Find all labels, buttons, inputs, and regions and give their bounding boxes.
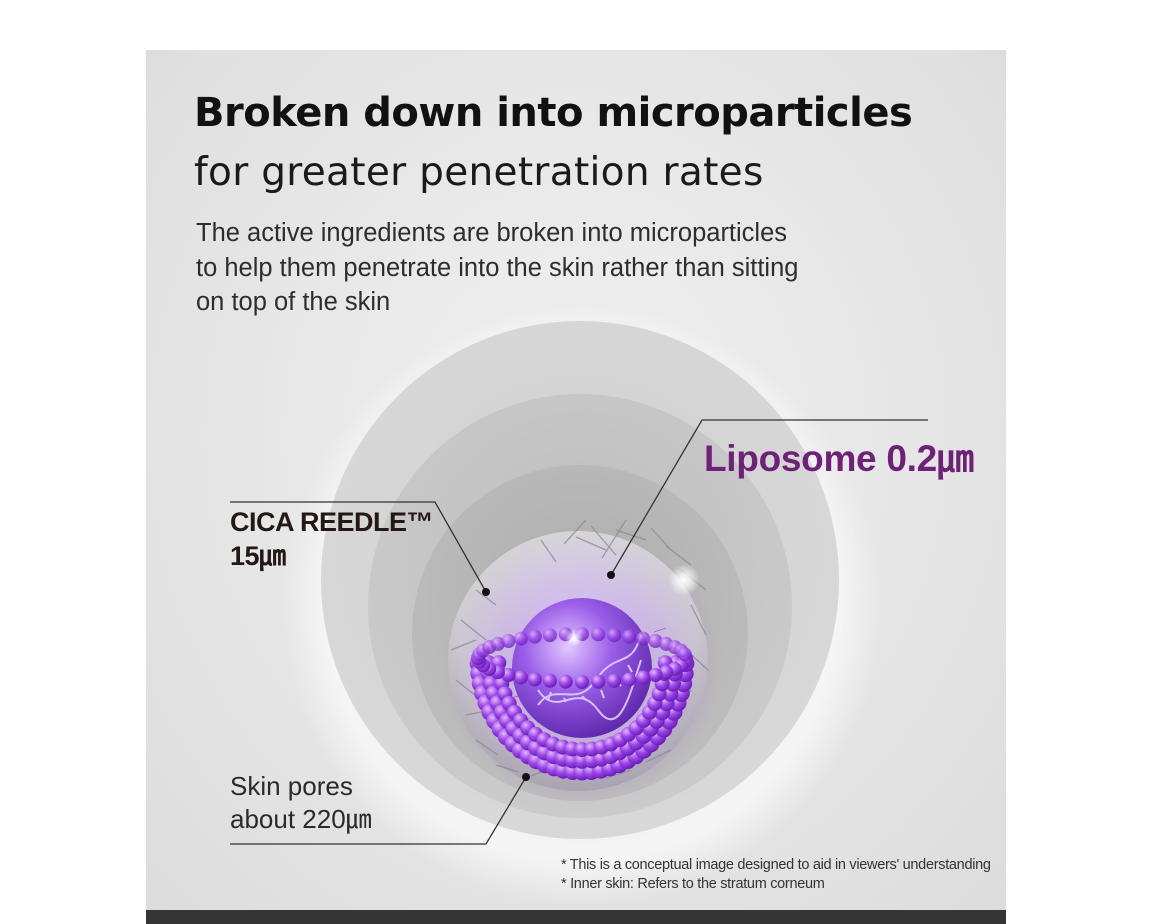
skin-pores-label: Skin pores about 220㎛: [230, 770, 372, 836]
liposome-rim-bead: [677, 647, 692, 662]
liposome-label: Liposome 0.2㎛: [704, 438, 974, 479]
skin-pores-size: about 220㎛: [230, 804, 372, 834]
cica-reedle-name: CICA REEDLE™: [230, 507, 434, 537]
cica-reedle-label: CICA REEDLE™ 15㎛: [230, 505, 434, 573]
liposome-rim-bead: [648, 668, 663, 682]
skin-callout-dot: [522, 773, 530, 781]
liposome-rim-bead: [558, 674, 573, 689]
liposome-rim-bead: [501, 668, 516, 682]
liposome-rim-bead: [622, 672, 637, 687]
liposome-rim-bead: [501, 634, 516, 648]
liposome-rim-bead: [636, 670, 651, 685]
skin-pores-name: Skin pores: [230, 771, 353, 801]
liposome-rim-bead: [622, 629, 637, 644]
infographic-panel: Broken down into microparticles for grea…: [146, 50, 1006, 910]
liposome-rim-bead: [607, 628, 622, 643]
skin-callout-line: [230, 776, 527, 845]
footnote: * This is a conceptual image designed to…: [561, 857, 991, 873]
liposome-rim-bead: [527, 629, 542, 644]
liposome-rim-bead: [542, 628, 557, 643]
bottom-bar: [146, 910, 1006, 924]
liposome-rim-bead: [575, 675, 589, 689]
liposome-rim-bead: [513, 631, 528, 646]
description-line: on top of the skin: [196, 288, 391, 316]
liposome-rim-bead: [490, 636, 505, 651]
description-text: The active ingredients are broken into m…: [196, 216, 896, 320]
liposome-rim-bead: [591, 674, 606, 689]
liposome-beads: [469, 627, 695, 781]
description-line: The active ingredients are broken into m…: [196, 219, 788, 247]
liposome-rim-bead: [591, 627, 606, 642]
liposome-core: [512, 598, 652, 738]
footnote: * Inner skin: Refers to the stratum corn…: [561, 876, 825, 892]
cica-callout-dot: [482, 588, 490, 596]
liposome-rim-bead: [513, 670, 528, 685]
liposome-rim-bead: [607, 673, 622, 688]
cica-callout-line: [230, 501, 487, 593]
sparkle-highlight: [668, 564, 700, 596]
description-line: to help them penetrate into the skin rat…: [196, 253, 799, 282]
headline-title: Broken down into microparticles: [194, 90, 913, 136]
headline-subtitle: for greater penetration rates: [194, 150, 764, 195]
core-highlight: [565, 629, 583, 647]
liposome-callout-dot: [607, 571, 615, 579]
cica-reedle-size: 15㎛: [230, 541, 286, 571]
liposome-callout-line: [610, 419, 928, 576]
skin-layers-diagram: [230, 306, 928, 906]
liposome-rim-bead: [527, 672, 542, 687]
footnotes: * This is a conceptual image designed to…: [561, 856, 991, 894]
liposome-rim-bead: [542, 673, 557, 688]
liposome-rim-bead: [659, 665, 674, 680]
liposome-rim-bead: [648, 634, 663, 648]
liposome-rim-bead: [636, 631, 651, 646]
